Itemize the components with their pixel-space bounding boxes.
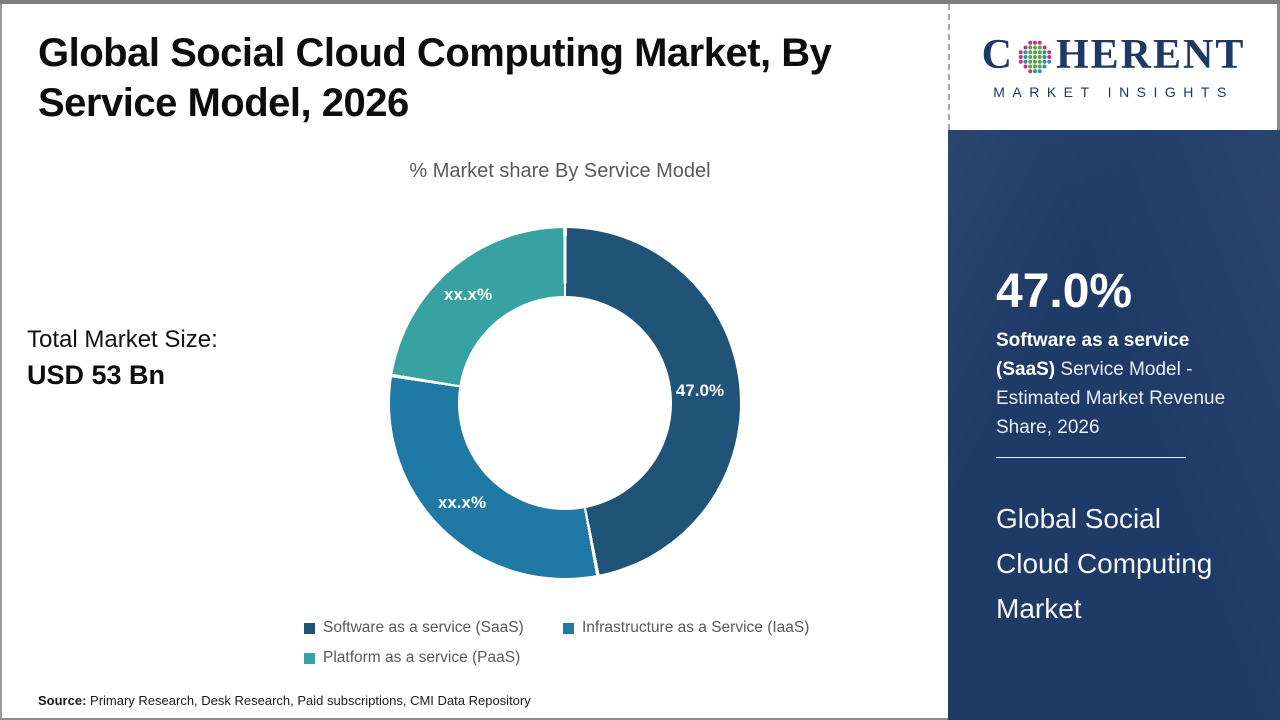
sidebar-divider (996, 457, 1186, 458)
left-border (0, 4, 2, 720)
source-text: Primary Research, Desk Research, Paid su… (90, 693, 531, 708)
sidebar-market-title: Global Social Cloud Computing Market (996, 503, 1213, 624)
legend-label-saas: Software as a service (SaaS) (323, 619, 524, 636)
page-title: Global Social Cloud Computing Market, By… (38, 28, 938, 128)
brand-letter-c: C (981, 32, 1014, 78)
legend-label-iaas: Infrastructure as a Service (IaaS) (582, 619, 810, 636)
legend-swatch-iaas-icon (563, 622, 574, 634)
top-border (0, 0, 1280, 4)
legend-swatch-paas-icon (304, 652, 315, 664)
legend-item-paas: Platform as a service (PaaS) (304, 649, 520, 667)
globe-logo-icon (1016, 38, 1054, 76)
brand-wordmark: C HERENT (982, 34, 1246, 76)
legend-swatch-saas-icon (304, 622, 315, 634)
sidebar-stat-description-bold: Software as a service (SaaS) (996, 330, 1190, 380)
sidebar-stat-value: 47.0% (996, 265, 1133, 318)
total-market-size-label: Total Market Size: (27, 326, 218, 353)
source-prefix: Source: (38, 693, 87, 708)
donut-hole (458, 296, 672, 510)
sidebar-panel: 47.0% Software as a service (SaaS) Servi… (948, 130, 1280, 720)
page-title-line-2: Service Model, 2026 (38, 81, 409, 125)
sidebar-stat-description: Software as a service (SaaS) Service Mod… (996, 326, 1234, 442)
chart-title: % Market share By Service Model (409, 160, 711, 182)
brand-letters-herent: HERENT (1055, 32, 1246, 78)
source-line: Source: Primary Research, Desk Research,… (38, 693, 531, 708)
brand-logo: C HERENT MARKET INSIGHTS (948, 4, 1277, 130)
bottom-border (0, 718, 1280, 720)
slice-label-saas: 47.0% (675, 381, 725, 400)
slice-label-paas: xx.x% (443, 285, 493, 304)
brand-subtitle: MARKET INSIGHTS (993, 84, 1234, 100)
page-title-line-1: Global Social Cloud Computing Market, By (38, 31, 832, 75)
legend-label-paas: Platform as a service (PaaS) (323, 649, 521, 666)
sidebar-stat-description-rest: Service Model - Estimated Market Revenue… (996, 359, 1226, 438)
donut-chart: 47.0% xx.x% xx.x% (390, 228, 740, 578)
legend-item-saas: Software as a service (SaaS) (304, 619, 524, 637)
legend-item-iaas: Infrastructure as a Service (IaaS) (563, 619, 809, 637)
slice-label-iaas: xx.x% (437, 493, 487, 512)
total-market-size-value: USD 53 Bn (27, 360, 166, 390)
